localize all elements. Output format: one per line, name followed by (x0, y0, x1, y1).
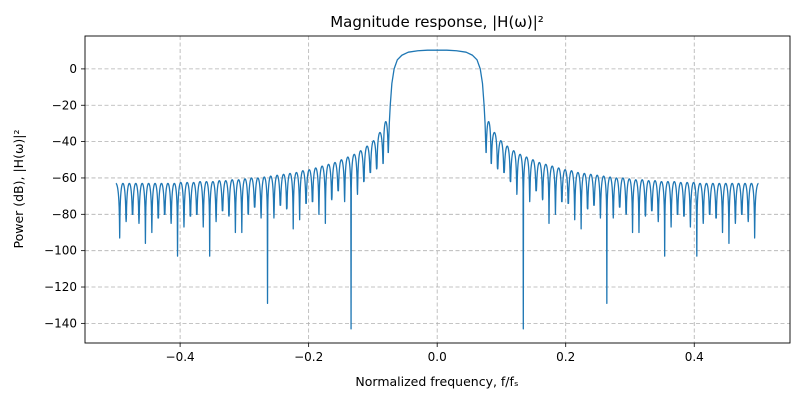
x-axis-label: Normalized frequency, f/fₛ (355, 374, 518, 389)
y-tick-label: −40 (52, 135, 77, 149)
x-tick-label: 0.2 (556, 350, 575, 364)
y-axis-ticks: 0 −20 −40 −60 −80 −100 −120 −140 (44, 62, 85, 330)
x-tick-label: −0.4 (166, 350, 195, 364)
series-line-magnitude-response (115, 49, 759, 330)
y-tick-label: −140 (44, 316, 77, 330)
x-axis-ticks: −0.4 −0.2 0.0 0.2 0.4 (166, 343, 704, 364)
x-tick-label: −0.2 (294, 350, 323, 364)
y-axis-label: Power (dB), |H(ω)|² (11, 129, 26, 248)
y-tick-label: −60 (52, 171, 77, 185)
y-tick-label: −120 (44, 280, 77, 294)
x-tick-label: 0.0 (428, 350, 447, 364)
chart-title: Magnitude response, |H(ω)|² (330, 13, 544, 31)
y-tick-label: 0 (69, 62, 77, 76)
y-tick-label: −80 (52, 207, 77, 221)
x-tick-label: 0.4 (685, 350, 704, 364)
grid (85, 36, 790, 343)
y-tick-label: −20 (52, 98, 77, 112)
y-tick-label: −100 (44, 244, 77, 258)
